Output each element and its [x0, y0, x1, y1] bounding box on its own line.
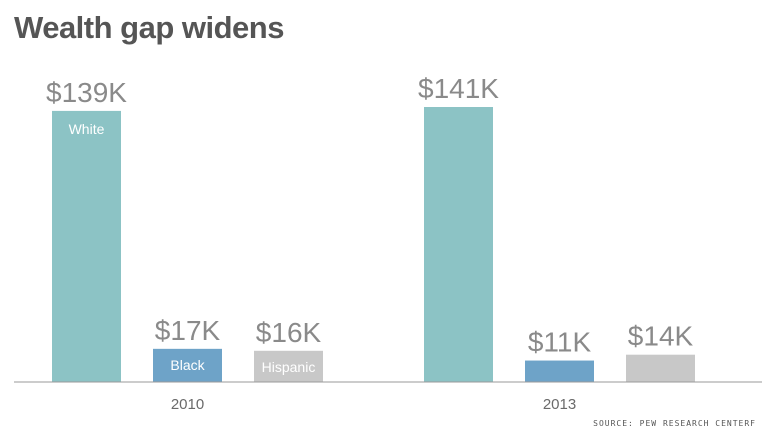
value-label-hispanic-2013: $14K: [628, 321, 694, 352]
value-label-white-2010: $139K: [46, 77, 127, 108]
value-label-white-2013: $141K: [418, 73, 499, 104]
value-label-black-2013: $11K: [528, 327, 592, 358]
bar-black-2010: [153, 348, 222, 382]
chart-title: Wealth gap widens: [14, 10, 284, 45]
bar-white-2013: [424, 107, 493, 382]
value-label-black-2010: $17K: [155, 315, 221, 346]
bar-hispanic-2013: [626, 354, 695, 382]
bar-white-2010: [52, 110, 121, 383]
category-label-2010: 2010: [171, 396, 204, 413]
bars-layer: [52, 107, 695, 383]
source-note: SOURCE: PEW RESEARCH CENTERF: [593, 419, 756, 428]
series-label-hispanic: Hispanic: [262, 359, 316, 375]
labels-layer: $139K White $17K Black $16K Hispanic 2010 $141K…: [46, 73, 693, 413]
bar-black-2013: [525, 360, 594, 382]
series-label-white: White: [69, 121, 105, 137]
category-label-2013: 2013: [543, 396, 576, 413]
value-label-hispanic-2010: $16K: [256, 317, 322, 348]
series-label-black: Black: [170, 357, 205, 373]
bar-hispanic-2010: [254, 350, 323, 382]
